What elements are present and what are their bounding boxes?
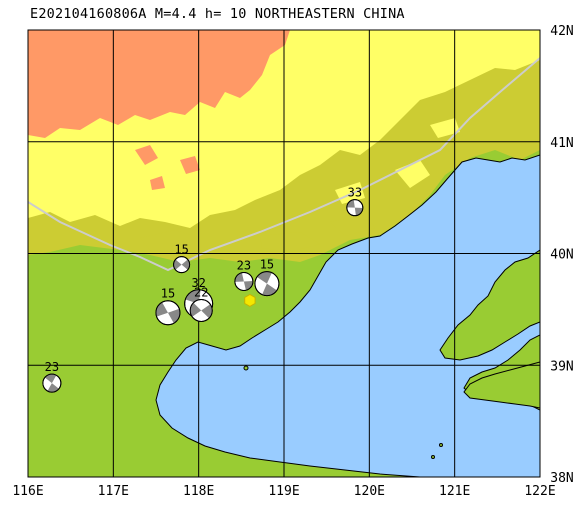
focal-mechanism: 33	[346, 186, 364, 217]
beachball-outline	[346, 199, 364, 217]
lat-label: 41N	[550, 136, 573, 151]
graticule	[28, 30, 540, 477]
beachball-outline	[254, 271, 280, 297]
focal-mechanism: 15	[254, 258, 280, 297]
mountain-patch	[135, 145, 200, 190]
lon-label: 121E	[439, 484, 470, 499]
hill-patch	[140, 215, 375, 252]
beachball-quadrant	[44, 374, 57, 384]
axis-labels: 116E 117E 118E 119E 120E 121E 122E 42N 41N 40N 39N…	[12, 24, 573, 499]
shandong-peninsula	[463, 361, 540, 409]
focal-mechanism: 15	[173, 243, 191, 274]
beachball-outline	[42, 373, 62, 393]
lat-label: 39N	[550, 359, 573, 374]
depth-label: 23	[237, 258, 251, 272]
map-frame	[27, 29, 541, 478]
lon-label: 119E	[268, 484, 299, 499]
beachball-quadrant	[354, 207, 363, 216]
lon-label: 117E	[98, 484, 129, 499]
lon-label: 122E	[524, 484, 555, 499]
beachball-outline	[173, 256, 191, 274]
island	[439, 443, 443, 447]
lon-label: 116E	[12, 484, 43, 499]
beachball-quadrant	[346, 199, 355, 208]
lon-label: 120E	[354, 484, 385, 499]
island	[431, 455, 435, 459]
province-border	[28, 57, 540, 272]
beachball-quadrant	[155, 302, 168, 317]
focal-mechanism: 23	[42, 360, 62, 393]
depth-label: 32	[191, 276, 205, 290]
beachball-quadrant	[201, 304, 213, 319]
beachball-quadrant	[173, 259, 182, 270]
beachball-quadrant	[190, 302, 202, 317]
focal-mechanism: 15	[155, 287, 181, 326]
mountain-region	[28, 30, 290, 138]
beachball-outline	[155, 300, 181, 326]
depth-label: 15	[161, 287, 175, 301]
focal-mechanism: 22	[189, 285, 213, 322]
depth-label: 15	[260, 258, 274, 272]
lat-label: 42N	[550, 24, 573, 39]
depth-label: 15	[174, 243, 188, 257]
lat-label: 38N	[550, 471, 573, 486]
depth-label: 22	[194, 285, 208, 299]
beachball-quadrant	[47, 383, 59, 393]
focal-mechanism: 23	[234, 258, 254, 291]
liaodong-peninsula	[439, 249, 540, 361]
depth-label: 33	[348, 186, 362, 200]
beachball-quadrant	[257, 271, 272, 284]
map-title: E202104160806A M=4.4 h= 10 NORTHEASTERN …	[30, 6, 405, 22]
beachball-outline	[189, 298, 213, 322]
beachball-quadrant	[234, 272, 244, 282]
epicenter-marker	[244, 293, 256, 307]
depth-label: 23	[45, 360, 59, 374]
lon-label: 118E	[183, 484, 214, 499]
beachball-outline	[234, 271, 254, 291]
island	[243, 365, 249, 371]
beachball-quadrant	[181, 259, 190, 270]
beachball-quadrant	[262, 283, 277, 296]
beachball-quadrant	[243, 281, 253, 291]
beachball-quadrant	[167, 308, 180, 324]
lat-label: 40N	[550, 248, 573, 263]
